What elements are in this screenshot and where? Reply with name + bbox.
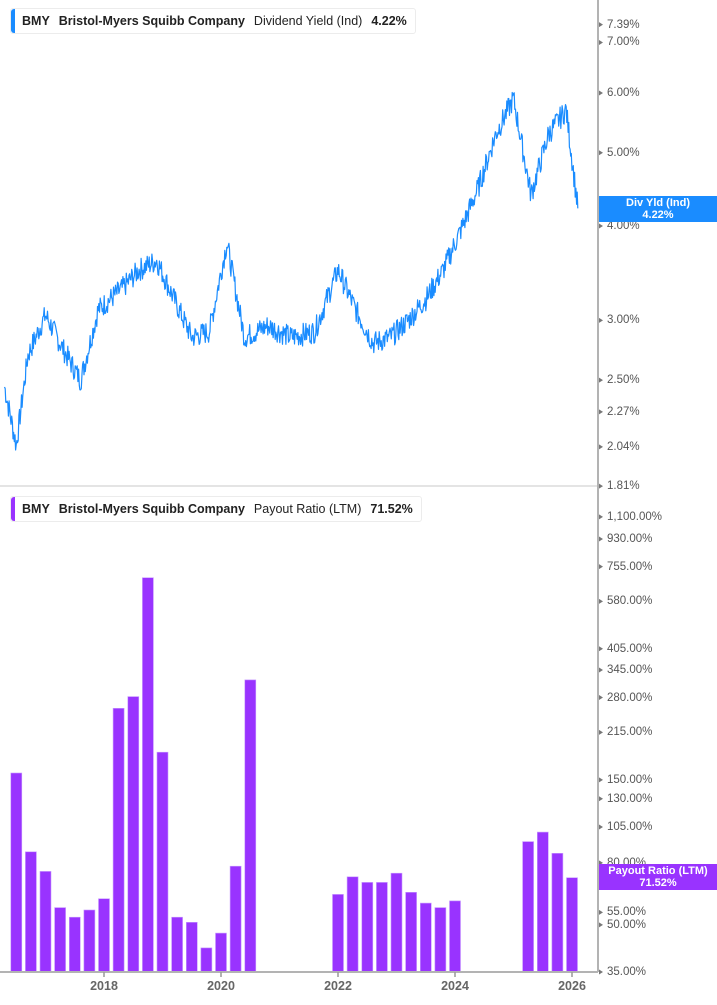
flag-value: 4.22%: [642, 209, 674, 221]
legend-metric: Dividend Yield (Ind): [253, 14, 363, 28]
legend-ticker: BMY: [22, 14, 50, 28]
legend-value: 4.22%: [371, 14, 407, 28]
y-axis-ticks: [599, 22, 603, 489]
legend-company: Bristol-Myers Squibb Company: [58, 502, 245, 516]
legend-value: 71.52%: [370, 502, 413, 516]
series-color-swatch: [11, 497, 15, 521]
legend-metric: Payout Ratio (LTM): [253, 502, 362, 516]
x-tick-label: 2020: [207, 979, 235, 993]
y-tick-label: 345.00%: [607, 663, 653, 676]
dividend-yield-line[interactable]: [3, 91, 579, 451]
y-tick-label: 280.00%: [607, 691, 653, 704]
y-tick-label: 2.50%: [607, 374, 640, 387]
y-tick-label: 6.00%: [607, 87, 640, 99]
y-tick-label: 4.00%: [607, 220, 640, 232]
y-tick-label: 405.00%: [607, 642, 653, 655]
current-value-flag: Div Yld (Ind) 4.22%: [599, 196, 717, 222]
y-tick-label: 215.00%: [607, 726, 653, 739]
x-tick-label: 2024: [441, 979, 469, 993]
payout-ratio-legend[interactable]: BMY Bristol-Myers Squibb Company Payout …: [10, 496, 422, 522]
y-tick-label: 105.00%: [607, 820, 653, 833]
y-tick-label: 55.00%: [607, 906, 647, 919]
dividend-yield-panel: BMY Bristol-Myers Squibb Company Dividen…: [0, 0, 717, 493]
flag-value: 71.52%: [639, 877, 677, 889]
flag-label: Div Yld (Ind): [626, 197, 690, 209]
y-tick-label: 755.00%: [607, 560, 653, 573]
legend-company: Bristol-Myers Squibb Company: [58, 14, 245, 28]
y-tick-label: 3.00%: [607, 314, 640, 327]
current-value-flag: Payout Ratio (LTM) 71.52%: [599, 864, 717, 890]
legend-ticker: BMY: [22, 502, 50, 516]
x-tick-label: 2018: [90, 979, 118, 993]
x-tick-label: 2026: [558, 979, 586, 993]
y-tick-label: 50.00%: [607, 918, 647, 931]
y-tick-label: 35.00%: [607, 966, 647, 978]
x-tick-label: 2022: [324, 979, 352, 993]
y-tick-label: 150.00%: [607, 773, 653, 786]
y-tick-label: 1,100.00%: [607, 510, 662, 523]
dividend-yield-legend[interactable]: BMY Bristol-Myers Squibb Company Dividen…: [10, 8, 416, 34]
y-tick-label: 7.39%: [607, 18, 640, 31]
dividend-yield-chart: [0, 0, 603, 490]
payout-ratio-panel: BMY Bristol-Myers Squibb Company Payout …: [0, 490, 717, 1005]
y-tick-label: 5.00%: [607, 146, 640, 159]
y-tick-label: 580.00%: [607, 595, 653, 608]
series-color-swatch: [11, 9, 15, 33]
y-tick-label: 1.81%: [607, 480, 640, 493]
flag-label: Payout Ratio (LTM): [608, 865, 708, 877]
y-tick-label: 930.00%: [607, 533, 653, 546]
y-tick-label: 2.04%: [607, 440, 640, 453]
y-tick-label: 2.27%: [607, 405, 640, 418]
y-tick-label: 130.00%: [607, 792, 653, 805]
y-tick-label: 7.00%: [607, 36, 640, 49]
